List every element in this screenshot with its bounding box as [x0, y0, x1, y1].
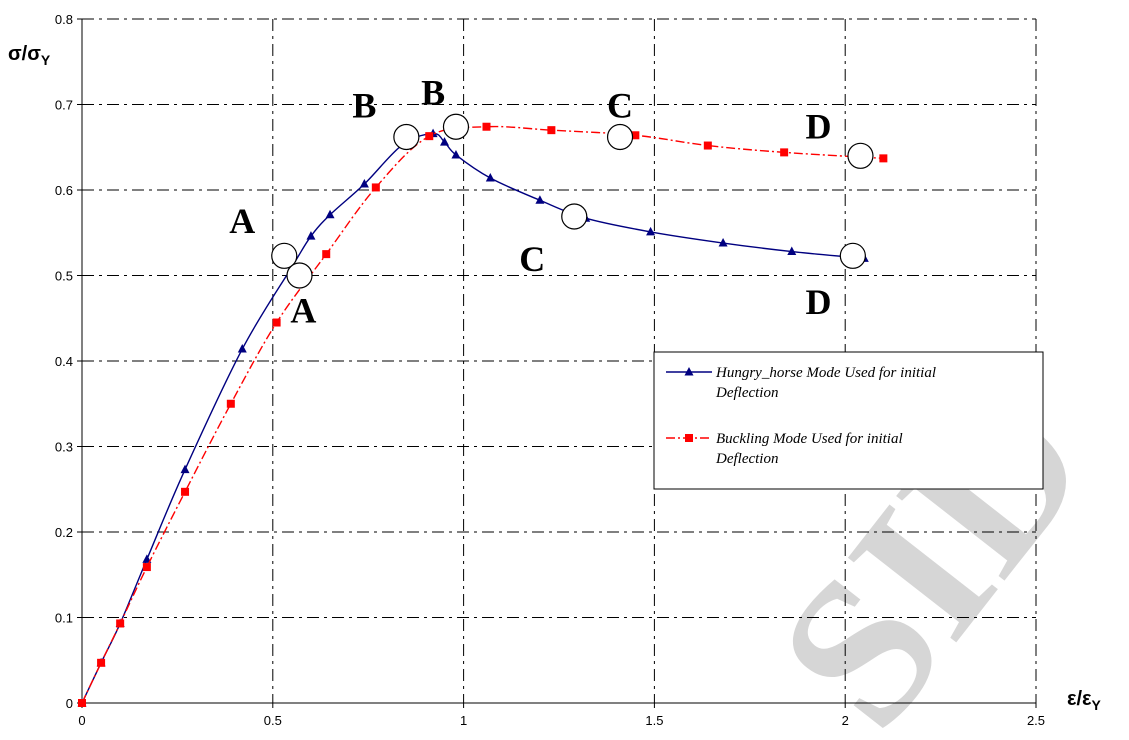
highlight-circle-7	[839, 242, 866, 269]
y-tick-label-6: 0.6	[55, 183, 73, 198]
highlight-circle-4	[561, 203, 588, 230]
series-1-point-2	[116, 619, 125, 628]
annotation-7: D	[805, 282, 831, 322]
y-tick-label-2: 0.2	[55, 525, 73, 540]
series-0-point-19	[787, 246, 797, 256]
series-0-point-14	[485, 173, 495, 182]
annotation-4: C	[607, 85, 633, 125]
x-tick-label-2: 1	[460, 713, 467, 728]
y-tick-label-3: 0.3	[55, 440, 73, 455]
legend: Hungry_horse Mode Used for initial Deflec…	[653, 351, 1044, 490]
x-tick-label-0: 0	[78, 713, 85, 728]
highlight-circle-3	[442, 113, 470, 140]
series-0-point-13	[451, 149, 461, 159]
series-0-point-4	[180, 464, 190, 474]
legend-label-1-0: Buckling Mode Used for initial	[716, 431, 903, 447]
circle-markers	[271, 113, 874, 289]
y-tick-label-0: 0	[66, 696, 73, 711]
series-1-point-5	[226, 399, 235, 408]
series-0-point-7	[306, 231, 316, 240]
annotation-0: A	[229, 201, 255, 241]
annotation-5: C	[519, 239, 545, 279]
highlight-circle-5	[606, 123, 634, 151]
series-1-point-10	[482, 122, 491, 131]
y-tick-label-8: 0.8	[55, 12, 73, 27]
series-1-point-15	[879, 154, 888, 163]
series-1-point-7	[322, 250, 331, 259]
series-0-point-17	[646, 226, 656, 236]
series-1-point-14	[780, 148, 789, 157]
y-axis-label: σ/σY	[8, 43, 51, 68]
annotations: A A B B C C D D	[229, 73, 831, 331]
series-1-point-11	[547, 126, 556, 135]
annotation-3: B	[421, 73, 445, 113]
series-0-point-3	[142, 554, 152, 563]
legend-label-1-1: Deflection	[715, 451, 778, 467]
highlight-circle-1	[286, 262, 313, 289]
y-tick-label-7: 0.7	[55, 98, 73, 113]
annotation-1: A	[290, 291, 316, 331]
legend-label-0-0: Hungry_horse Mode Used for initial	[715, 365, 936, 381]
highlight-circle-6	[847, 142, 874, 169]
x-tick-label-1: 0.5	[264, 713, 282, 728]
series-1	[78, 122, 888, 707]
x-axis-label: ε/εY	[1067, 688, 1102, 713]
series-1-point-0	[78, 699, 86, 707]
series-0-point-8	[325, 209, 335, 219]
series-1-point-1	[97, 658, 106, 667]
highlight-circle-0	[271, 242, 298, 269]
x-tick-label-5: 2.5	[1027, 713, 1045, 728]
legend-box	[653, 351, 1044, 490]
highlight-circle-2	[393, 123, 420, 151]
y-tick-label-1: 0.1	[55, 611, 73, 626]
legend-marker-0	[684, 367, 694, 376]
tick-labels: 0 0.5 1 1.5 2 2.5 0 0.1 0.2 0.3 0.4 0.5 0.6 0.7 0.8	[55, 12, 1045, 728]
annotation-6: D	[805, 107, 831, 147]
series-1-point-12	[631, 131, 640, 140]
x-tick-label-3: 1.5	[645, 713, 663, 728]
series-1-point-9	[425, 132, 434, 141]
annotation-2: B	[352, 85, 376, 125]
legend-marker-1	[685, 434, 693, 442]
series-0-point-12	[440, 137, 450, 146]
series-0-point-9	[359, 179, 369, 188]
series-1-point-4	[181, 487, 190, 496]
series-0-point-15	[535, 195, 545, 204]
series-0-point-5	[237, 344, 247, 353]
series-line-0	[81, 132, 865, 704]
series-1-point-3	[142, 563, 151, 572]
series-1-point-8	[371, 183, 380, 192]
series-1-point-13	[703, 141, 712, 150]
series-line-1	[81, 125, 884, 704]
legend-label-0-1: Deflection	[715, 385, 778, 401]
x-tick-label-4: 2	[842, 713, 849, 728]
series-1-point-6	[272, 318, 281, 327]
y-tick-label-5: 0.5	[55, 269, 73, 284]
series-0-point-18	[718, 238, 728, 247]
y-tick-label-4: 0.4	[55, 354, 73, 369]
